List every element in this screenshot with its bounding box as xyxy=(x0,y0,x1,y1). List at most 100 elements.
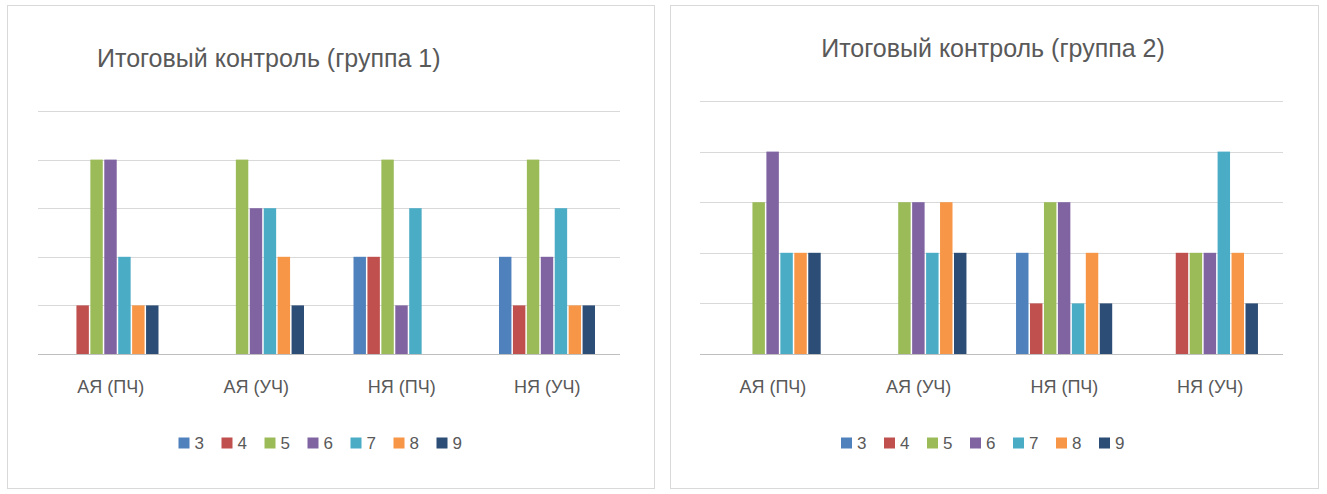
legend-label: 7 xyxy=(1029,434,1038,453)
bar xyxy=(76,305,88,354)
grid-line xyxy=(38,111,620,112)
bar xyxy=(513,305,525,354)
bar xyxy=(499,257,511,354)
bar xyxy=(395,305,407,354)
bar xyxy=(940,202,952,354)
bar xyxy=(118,257,130,354)
bar xyxy=(132,305,144,354)
bar xyxy=(367,257,379,354)
bar xyxy=(1176,253,1188,354)
bar xyxy=(423,354,435,355)
legend-label: 4 xyxy=(238,434,247,453)
legend-swatch xyxy=(970,438,981,449)
bar xyxy=(527,160,539,354)
bar xyxy=(208,354,220,355)
legend-swatch xyxy=(1013,438,1024,449)
legend-label: 3 xyxy=(195,434,204,453)
bar xyxy=(569,305,581,354)
panel-border xyxy=(8,6,655,489)
chart-panel: Итоговый контроль (группа 1)АЯ (ПЧ)АЯ (У… xyxy=(8,6,655,489)
bar xyxy=(1204,253,1216,354)
bar xyxy=(264,208,276,354)
legend-swatch xyxy=(351,438,362,449)
bar xyxy=(278,257,290,354)
legend-label: 8 xyxy=(410,434,419,453)
bar xyxy=(1190,253,1202,354)
legend-swatch xyxy=(222,438,233,449)
bar xyxy=(1016,253,1028,354)
bar xyxy=(1100,303,1112,354)
bar xyxy=(90,160,102,354)
bar xyxy=(884,354,896,355)
charts: Итоговый контроль (группа 1) АЯ (ПЧ) АЯ (У… xyxy=(0,0,1327,494)
legend-swatch xyxy=(1056,438,1067,449)
category-label: НЯ (УЧ) xyxy=(1177,377,1243,397)
legend-label: 9 xyxy=(453,434,462,453)
bar xyxy=(222,354,234,355)
legend-label: 6 xyxy=(986,434,995,453)
bar xyxy=(1086,253,1098,354)
bar xyxy=(926,253,938,354)
grid-line xyxy=(700,202,1283,203)
chart-title: Итоговый контроль (группа 1) xyxy=(97,44,441,72)
chart-title: Итоговый контроль (группа 2) xyxy=(821,34,1165,62)
legend-label: 5 xyxy=(281,434,290,453)
legend-swatch xyxy=(1099,438,1110,449)
bar xyxy=(752,202,764,354)
bar xyxy=(1162,354,1174,355)
bar xyxy=(104,160,116,354)
category-label: АЯ (ПЧ) xyxy=(77,377,144,397)
bar xyxy=(437,354,449,355)
grid-line xyxy=(700,101,1283,102)
bar xyxy=(555,208,567,354)
axis-line xyxy=(38,354,620,355)
bar xyxy=(898,202,910,354)
category-label: АЯ (ПЧ) xyxy=(739,377,806,397)
bar xyxy=(63,354,75,355)
bars xyxy=(752,152,1258,354)
bar xyxy=(583,305,595,354)
legend-swatch xyxy=(265,438,276,449)
category-label: НЯ (ПЧ) xyxy=(1030,377,1098,397)
bar xyxy=(250,208,262,354)
bar xyxy=(381,160,393,354)
legend-swatch xyxy=(179,438,190,449)
chart-panel: Итоговый контроль (группа 2) АЯ (ПЧ) АЯ (У… xyxy=(671,6,1319,489)
legend-swatch xyxy=(884,438,895,449)
bar xyxy=(725,354,737,355)
bar xyxy=(794,253,806,354)
bar xyxy=(354,257,366,354)
category-label: АЯ (УЧ) xyxy=(886,377,951,397)
panel-border xyxy=(671,6,1319,489)
legend-label: 9 xyxy=(1115,434,1124,453)
category-label: НЯ (ПЧ) xyxy=(368,377,436,397)
bar xyxy=(409,208,421,354)
legend-label: 6 xyxy=(324,434,333,453)
bar xyxy=(912,202,924,354)
bar xyxy=(1232,253,1244,354)
legend-swatch xyxy=(308,438,319,449)
bar xyxy=(292,305,304,354)
legend-label: 7 xyxy=(367,434,376,453)
legend-swatch xyxy=(927,438,938,449)
bar xyxy=(1218,152,1230,354)
bar xyxy=(808,253,820,354)
legend-label: 5 xyxy=(943,434,952,453)
bar xyxy=(738,354,750,355)
bar xyxy=(1030,303,1042,354)
axis-line xyxy=(700,354,1283,355)
bar xyxy=(954,253,966,354)
bars xyxy=(76,160,595,354)
bar xyxy=(870,354,882,355)
grid-line xyxy=(700,152,1283,153)
legend-label: 3 xyxy=(857,434,866,453)
bar xyxy=(1058,202,1070,354)
bar xyxy=(1246,303,1258,354)
bar xyxy=(1044,202,1056,354)
legend-label: 4 xyxy=(900,434,909,453)
legend-swatch xyxy=(841,438,852,449)
bar xyxy=(236,160,248,354)
legend-swatch xyxy=(437,438,448,449)
bar xyxy=(541,257,553,354)
bar xyxy=(780,253,792,354)
